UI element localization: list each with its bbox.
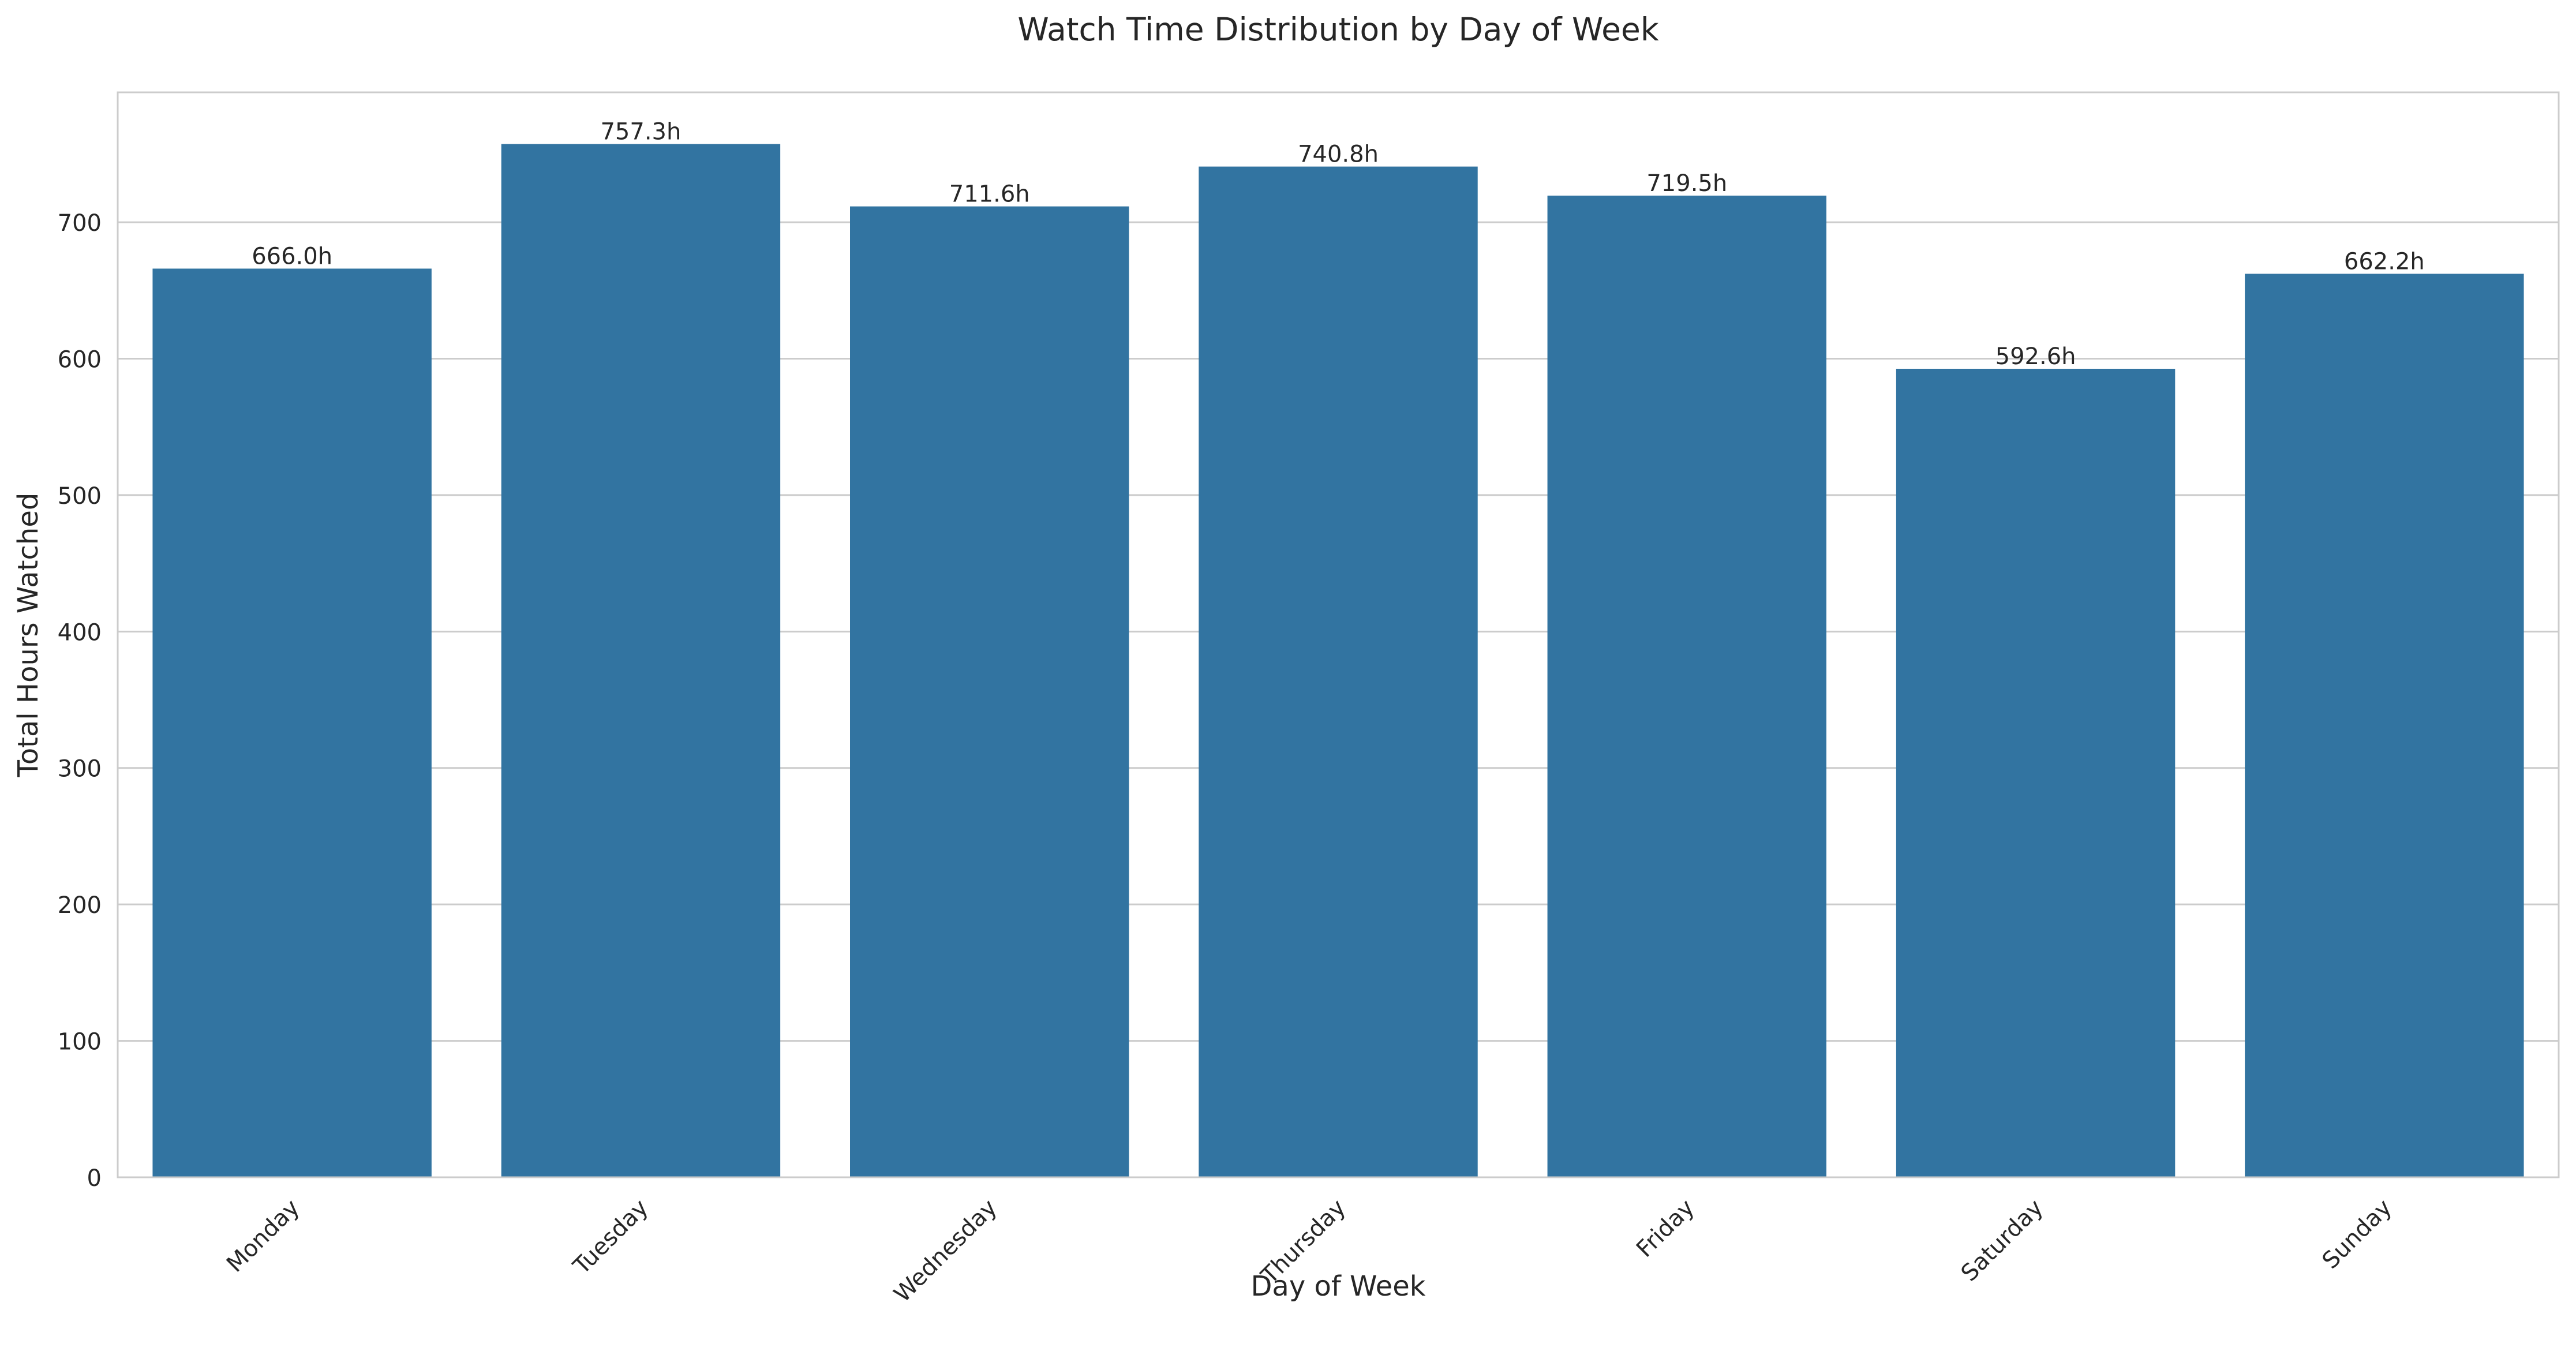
bar-tuesday <box>501 144 781 1177</box>
y-tick-label: 600 <box>58 346 102 373</box>
y-axis-ticks: 0 100 200 300 400 500 600 700 <box>58 210 102 1192</box>
plot-frame <box>117 91 2560 1178</box>
bars <box>152 144 2524 1178</box>
plot-area: 666.0h 757.3h 711.6h 740.8h 719.5h 592.6h 662.… <box>117 91 2560 1178</box>
y-tick-label: 500 <box>58 483 102 510</box>
bar-saturday <box>1896 368 2176 1177</box>
y-tick-label: 400 <box>58 619 102 646</box>
bar-labels: 666.0h 757.3h 711.6h 740.8h 719.5h 592.6h 662.… <box>252 119 2425 370</box>
bar-value-label: 740.8h <box>1298 141 1379 168</box>
bar-value-label: 711.6h <box>949 181 1030 208</box>
bar-value-label: 719.5h <box>1646 170 1727 197</box>
chart-title: Watch Time Distribution by Day of Week <box>1017 11 1659 48</box>
bar-monday <box>152 268 432 1177</box>
bar-value-label: 592.6h <box>1995 343 2076 370</box>
bar-wednesday <box>850 206 1129 1177</box>
bar-value-label: 666.0h <box>252 243 332 270</box>
bar-value-label: 662.2h <box>2344 248 2425 275</box>
bar-sunday <box>2245 274 2524 1177</box>
y-tick-label: 300 <box>58 756 102 783</box>
y-tick-label: 200 <box>58 892 102 919</box>
x-axis-label: Day of Week <box>1250 1270 1425 1303</box>
y-tick-label: 700 <box>58 210 102 237</box>
bar-thursday <box>1199 166 1478 1177</box>
bar-value-label: 757.3h <box>600 119 681 145</box>
bar-friday <box>1547 195 1826 1178</box>
y-tick-label: 100 <box>58 1029 102 1056</box>
y-tick-label: 0 <box>87 1165 102 1192</box>
y-axis-label: Total Hours Watched <box>12 493 44 778</box>
